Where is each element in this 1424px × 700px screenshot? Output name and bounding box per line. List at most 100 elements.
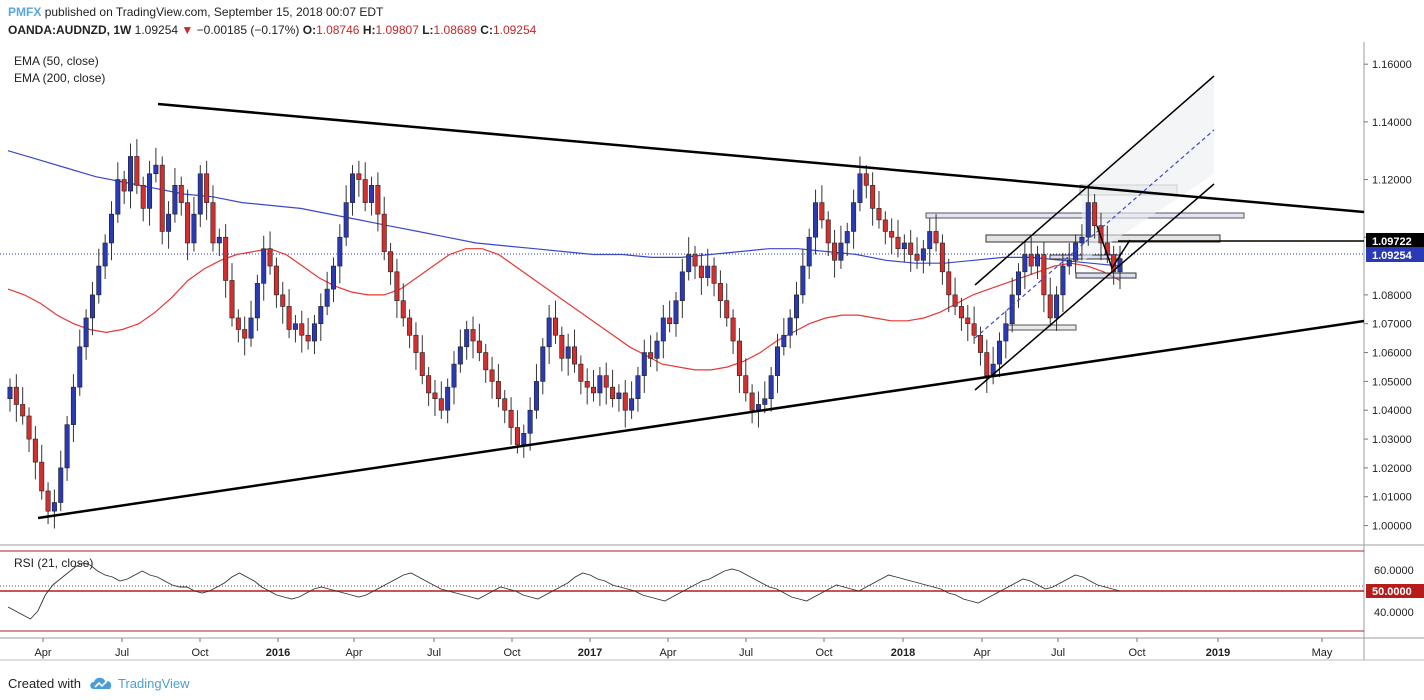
candle[interactable]: [464, 320, 470, 360]
candle[interactable]: [1092, 193, 1098, 239]
candle[interactable]: [235, 309, 241, 343]
candle[interactable]: [768, 366, 774, 412]
candle[interactable]: [495, 364, 501, 408]
candle[interactable]: [58, 450, 64, 512]
candle[interactable]: [825, 211, 831, 256]
candle[interactable]: [299, 310, 305, 353]
candle[interactable]: [533, 364, 539, 419]
candle[interactable]: [229, 263, 235, 327]
candle[interactable]: [559, 326, 565, 372]
candle[interactable]: [952, 277, 958, 316]
candle[interactable]: [762, 381, 768, 414]
candle[interactable]: [1016, 263, 1022, 308]
candle[interactable]: [1047, 277, 1053, 327]
candle[interactable]: [77, 329, 83, 396]
candle[interactable]: [800, 248, 806, 304]
candle[interactable]: [166, 201, 172, 249]
candle[interactable]: [1060, 253, 1066, 313]
candle[interactable]: [292, 315, 298, 343]
time-axis[interactable]: Apr Jul Oct 2016 Apr Jul Oct 2017 Apr Jul Oct 2018 A…: [34, 638, 1333, 659]
candle[interactable]: [686, 237, 692, 281]
candle[interactable]: [356, 160, 362, 197]
candle[interactable]: [939, 234, 945, 285]
candle[interactable]: [305, 317, 311, 350]
candle[interactable]: [185, 189, 191, 261]
candle[interactable]: [794, 281, 800, 336]
candle[interactable]: [432, 379, 438, 416]
candle[interactable]: [743, 358, 749, 402]
candle[interactable]: [857, 156, 863, 212]
candle[interactable]: [635, 366, 641, 412]
candle[interactable]: [724, 283, 730, 327]
candle[interactable]: [730, 309, 736, 354]
candle[interactable]: [698, 253, 704, 295]
candle[interactable]: [204, 160, 210, 220]
candle[interactable]: [273, 257, 279, 308]
candle[interactable]: [388, 242, 394, 285]
candle[interactable]: [70, 374, 76, 442]
candle[interactable]: [508, 397, 514, 445]
candle[interactable]: [280, 281, 286, 324]
candle[interactable]: [64, 416, 70, 481]
candle[interactable]: [502, 390, 508, 424]
candle[interactable]: [438, 381, 444, 419]
candle[interactable]: [13, 374, 19, 422]
candle[interactable]: [489, 356, 495, 399]
candle[interactable]: [375, 172, 381, 232]
candle[interactable]: [641, 339, 647, 393]
candle[interactable]: [311, 315, 317, 354]
candle[interactable]: [32, 426, 38, 480]
candle[interactable]: [711, 257, 717, 297]
candle[interactable]: [971, 306, 977, 344]
candle[interactable]: [1054, 286, 1060, 331]
candle[interactable]: [813, 189, 819, 255]
candle[interactable]: [901, 234, 907, 262]
candle[interactable]: [51, 489, 57, 529]
candle[interactable]: [552, 300, 558, 344]
candle[interactable]: [838, 225, 844, 269]
candle[interactable]: [946, 258, 952, 313]
candle[interactable]: [1022, 241, 1028, 290]
candle[interactable]: [908, 230, 914, 272]
candle[interactable]: [610, 369, 616, 408]
candle[interactable]: [876, 191, 882, 229]
candle[interactable]: [863, 165, 869, 199]
candle[interactable]: [958, 297, 964, 331]
candle[interactable]: [622, 379, 628, 428]
candle[interactable]: [286, 289, 292, 339]
candle[interactable]: [673, 292, 679, 337]
candle[interactable]: [223, 224, 229, 298]
candle[interactable]: [210, 185, 216, 252]
candle[interactable]: [7, 378, 13, 412]
candle[interactable]: [261, 235, 267, 301]
candle[interactable]: [984, 339, 990, 393]
candle[interactable]: [521, 424, 527, 458]
candle[interactable]: [597, 366, 603, 406]
candle[interactable]: [749, 384, 755, 424]
candle[interactable]: [140, 176, 146, 222]
candle[interactable]: [584, 368, 590, 405]
candle[interactable]: [546, 304, 552, 365]
candle[interactable]: [470, 316, 476, 359]
candle[interactable]: [362, 162, 368, 212]
support-resistance-zones[interactable]: [925, 78, 1245, 331]
candle[interactable]: [457, 329, 463, 373]
candle[interactable]: [400, 283, 406, 327]
candle[interactable]: [83, 309, 89, 360]
candle[interactable]: [882, 211, 888, 245]
candle[interactable]: [191, 196, 197, 252]
candle[interactable]: [832, 230, 838, 278]
candle[interactable]: [927, 218, 933, 267]
candle[interactable]: [933, 214, 939, 252]
candle[interactable]: [774, 333, 780, 393]
candle[interactable]: [324, 271, 330, 316]
candle[interactable]: [572, 329, 578, 373]
candle[interactable]: [39, 444, 45, 500]
candle[interactable]: [134, 139, 140, 194]
tradingview-cloud-icon[interactable]: [88, 674, 114, 697]
candle[interactable]: [254, 274, 260, 331]
candle[interactable]: [629, 381, 635, 419]
candle[interactable]: [1079, 224, 1085, 261]
candle[interactable]: [667, 300, 673, 333]
rsi-pane[interactable]: RSI (21, close) 60.0000 50.0000 40.0000: [0, 550, 1424, 632]
